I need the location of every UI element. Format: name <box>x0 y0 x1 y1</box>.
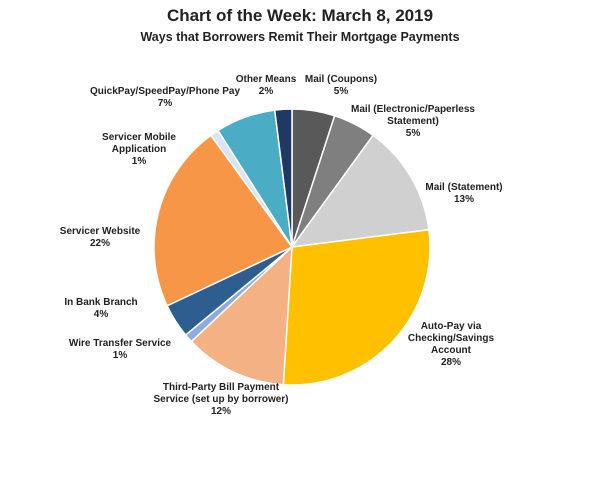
slice-label: Mail (Statement) 13% <box>425 182 502 206</box>
slice-label-line: Auto-Pay via <box>420 321 482 332</box>
pie-slice <box>290 134 430 248</box>
slice-label: Servicer Website 22% <box>60 226 140 250</box>
slice-label: QuickPay/SpeedPay/Phone Pay 7% <box>90 86 240 110</box>
slice-label: Mail (Electronic/Paperless Statement) 5% <box>351 104 475 140</box>
slice-label: Mail (Coupons) 5% <box>305 74 377 98</box>
slice-label-line: 13% <box>453 194 475 205</box>
slice-label-line: Account <box>430 345 471 356</box>
slice-label-line: 7% <box>157 98 173 109</box>
slice-label: Servicer Mobile Application 1% <box>102 132 176 168</box>
slice-label-line: Mail (Statement) <box>425 182 503 193</box>
slice-label-line: Servicer Mobile <box>102 132 176 143</box>
slice-label-line: 22% <box>89 238 111 249</box>
slice-label: In Bank Branch 4% <box>64 297 137 321</box>
slice-label-line: Checking/Savings <box>407 333 495 344</box>
slice-label: Third-Party Bill Payment Service (set up … <box>153 382 288 418</box>
slice-label-line: 1% <box>112 350 128 361</box>
slice-label-line: Wire Transfer Service <box>68 338 172 349</box>
slice-label-line: 28% <box>440 357 462 368</box>
slice-label-line: In Bank Branch <box>64 297 138 308</box>
slice-label-line: 4% <box>93 309 109 320</box>
slice-label: Other Means 2% <box>236 74 297 98</box>
slice-label-line: 2% <box>258 86 274 97</box>
slice-label-line: Application <box>111 144 167 155</box>
pie-slice <box>282 228 431 386</box>
slice-label-line: 5% <box>333 86 349 97</box>
chart-subtitle: Ways that Borrowers Remit Their Mortgage… <box>140 30 460 44</box>
slice-label-line: QuickPay/SpeedPay/Phone Pay <box>89 86 241 97</box>
slice-label-line: Mail (Coupons) <box>304 74 378 85</box>
slice-label-line: 12% <box>210 406 232 417</box>
slice-label-line: Third-Party Bill Payment <box>162 382 280 393</box>
chart-title: Chart of the Week: March 8, 2019 <box>166 6 434 25</box>
slice-label-line: Other Means <box>235 74 297 85</box>
slice-label-line: Mail (Electronic/Paperless <box>351 104 475 115</box>
pie-slice <box>153 134 294 307</box>
slice-label-line: Statement) <box>387 116 439 127</box>
slice-label: Auto-Pay via Checking/Savings Account 28% <box>408 321 494 369</box>
slice-label-line: 5% <box>405 128 421 139</box>
pie-slice <box>190 245 293 386</box>
slice-label-line: Service (set up by borrower) <box>153 394 289 405</box>
slice-label-line: Servicer Website <box>59 226 141 237</box>
slice-label-line: 1% <box>131 156 147 167</box>
slice-label: Wire Transfer Service 1% <box>69 338 171 362</box>
pie-slice <box>273 108 293 248</box>
